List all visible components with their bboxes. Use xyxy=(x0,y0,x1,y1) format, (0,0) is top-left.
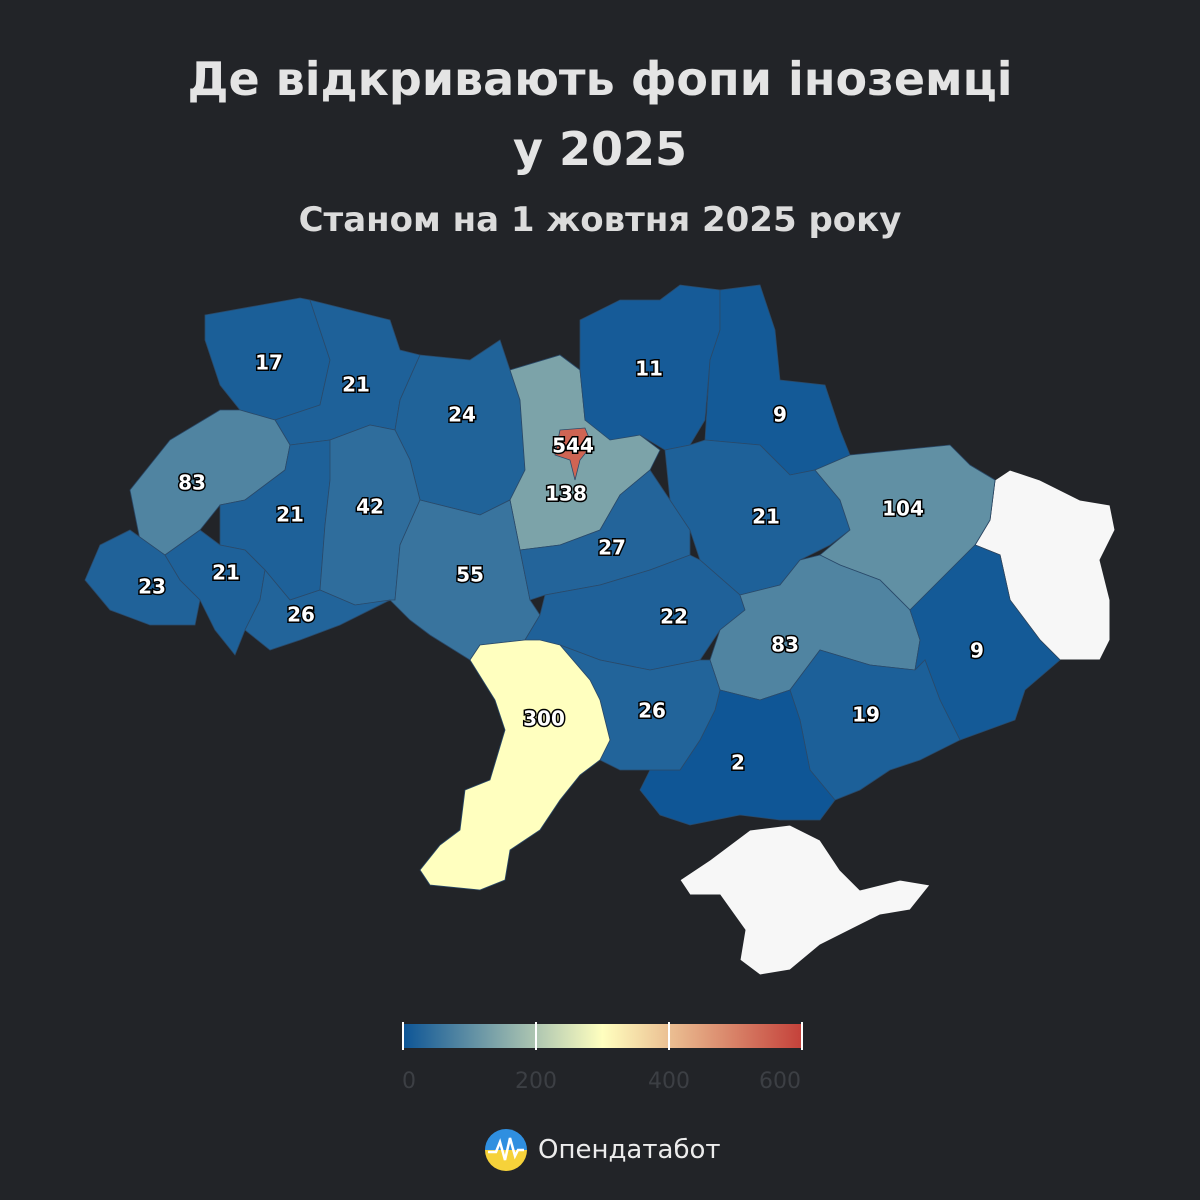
region-label: 26 xyxy=(638,699,666,723)
region-label: 19 xyxy=(852,703,880,727)
region-label: 138 xyxy=(545,482,587,506)
region-label: 24 xyxy=(448,403,476,427)
region-label: 104 xyxy=(882,497,924,521)
color-bar-tick-label: 400 xyxy=(648,1069,690,1094)
color-bar xyxy=(403,1024,802,1048)
color-bar-tick-label: 0 xyxy=(402,1069,416,1094)
region-label: 83 xyxy=(178,471,206,495)
region-label: 21 xyxy=(342,373,370,397)
region-label: 21 xyxy=(212,561,240,585)
region xyxy=(579,284,721,451)
region-label: 42 xyxy=(356,495,384,519)
region-label: 23 xyxy=(138,575,166,599)
region-label: 300 xyxy=(523,707,565,731)
region-label: 27 xyxy=(598,536,626,560)
region-label: 21 xyxy=(752,505,780,529)
region-label: 21 xyxy=(276,503,304,527)
region-label: 11 xyxy=(635,357,663,381)
region-label: 17 xyxy=(255,351,283,375)
region-label: 544 xyxy=(552,434,594,458)
region xyxy=(84,529,201,626)
region xyxy=(244,569,391,651)
region-label: 9 xyxy=(970,639,984,663)
region xyxy=(909,544,1061,741)
logo-icon xyxy=(485,1129,527,1171)
logo: Опендатабот xyxy=(484,1128,721,1172)
region-label: 83 xyxy=(771,633,799,657)
region-label: 22 xyxy=(660,605,688,629)
region xyxy=(554,427,593,481)
region-label: 26 xyxy=(287,603,315,627)
brand: Опендатабот xyxy=(538,1135,721,1165)
region xyxy=(419,639,611,891)
no-data-region xyxy=(679,824,931,976)
color-bar-tick-label: 200 xyxy=(515,1069,557,1094)
title: Де відкривають фопи іноземці у 2025 xyxy=(187,52,1013,176)
region xyxy=(664,439,851,596)
region-label: 55 xyxy=(456,563,484,587)
subtitle: Станом на 1 жовтня 2025 року xyxy=(298,200,902,240)
color-bar-tick-label: 600 xyxy=(759,1069,801,1094)
region-label: 2 xyxy=(731,751,745,775)
region-label: 9 xyxy=(773,403,787,427)
